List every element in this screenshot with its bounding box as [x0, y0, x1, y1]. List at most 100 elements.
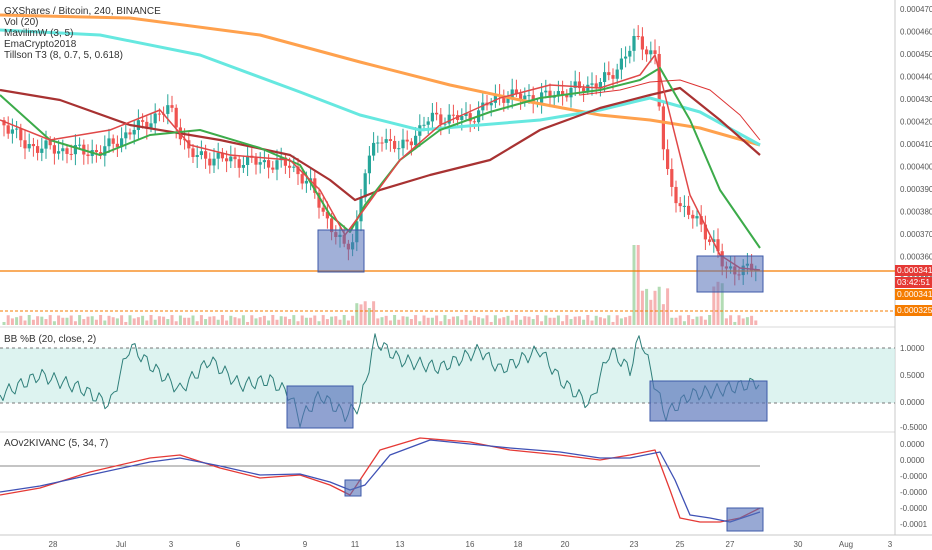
candle-body — [65, 148, 69, 154]
volume-bar — [78, 315, 82, 325]
volume-bar — [712, 286, 716, 325]
candle-body — [170, 105, 174, 108]
volume-bar — [246, 321, 250, 325]
candle-body — [674, 186, 678, 204]
candle-body — [166, 105, 170, 114]
volume-bar — [86, 316, 90, 325]
candle-body — [195, 155, 199, 158]
candle-body — [430, 112, 434, 122]
indicator-volume[interactable]: Vol (20) — [4, 17, 39, 28]
volume-bar — [57, 315, 61, 325]
ao-red-line — [0, 437, 761, 523]
volume-bar — [199, 315, 203, 325]
time-tick-label: 11 — [351, 540, 360, 549]
volume-bar — [472, 315, 476, 325]
volume-bar — [430, 317, 434, 325]
indicator-tillson[interactable]: Tillson T3 (8, 0.7, 5, 0.618) — [4, 50, 123, 61]
candle-body — [451, 114, 455, 116]
volume-bar — [720, 283, 724, 325]
volume-bar — [401, 316, 405, 325]
ao-tick-label: 0.0000 — [900, 456, 925, 465]
volume-bar — [393, 315, 397, 325]
candle-body — [565, 94, 569, 98]
chart-title: GXShares / Bitcoin, 240, BINANCE — [4, 6, 161, 17]
volume-bar — [162, 316, 166, 325]
candle-body — [27, 144, 31, 149]
volume-bar — [477, 317, 481, 325]
candle-body — [426, 121, 430, 125]
ao-tick-label: -0.0000 — [900, 504, 928, 513]
candle-body — [52, 145, 56, 154]
candle-body — [582, 88, 586, 92]
candle-body — [19, 128, 23, 141]
candle-body — [237, 159, 241, 168]
volume-bar — [523, 316, 527, 325]
candle-body — [649, 50, 653, 55]
candle-body — [632, 35, 636, 51]
volume-bar — [36, 316, 40, 325]
time-tick-label: 23 — [630, 540, 639, 549]
highlight-box — [286, 385, 354, 429]
volume-bar — [682, 321, 686, 325]
candle-body — [384, 139, 388, 143]
candle-body — [414, 135, 418, 146]
ao-blue-line — [0, 439, 761, 523]
volume-bar — [510, 320, 514, 325]
volume-bar — [615, 315, 619, 325]
volume-bar — [19, 315, 23, 325]
volume-bar — [653, 290, 657, 325]
volume-bar — [73, 321, 77, 325]
volume-bar — [271, 315, 275, 325]
candle-body — [397, 148, 401, 150]
candle-body — [527, 95, 531, 97]
bb-pane-title[interactable]: BB %B (20, close, 2) — [4, 334, 97, 345]
volume-bar — [376, 318, 380, 325]
indicator-mavilimw[interactable]: MavilimW (3, 5) — [4, 28, 74, 39]
candle-body — [409, 141, 413, 146]
volume-bar — [94, 319, 98, 325]
candle-body — [153, 113, 157, 124]
volume-bar — [527, 316, 531, 325]
candle-body — [107, 138, 111, 147]
volume-bar — [489, 321, 493, 325]
volume-bar — [384, 315, 388, 325]
volume-bar — [380, 317, 384, 325]
volume-bar — [65, 317, 69, 325]
volume-bar — [128, 315, 132, 325]
candle-body — [376, 142, 380, 144]
volume-bar — [699, 316, 703, 325]
candle-body — [573, 81, 577, 88]
volume-bar — [691, 319, 695, 325]
candle-body — [157, 113, 161, 115]
volume-bar — [535, 315, 539, 325]
candle-body — [57, 151, 61, 154]
volume-bar — [355, 303, 359, 325]
time-tick-label: 3 — [169, 540, 174, 549]
volume-bar — [561, 321, 565, 325]
candle-body — [48, 140, 52, 146]
ao-pane-title[interactable]: AOv2KIVANC (5, 34, 7) — [4, 438, 109, 449]
highlight-box — [726, 507, 764, 532]
volume-bar — [325, 319, 329, 325]
volume-bar — [233, 317, 237, 325]
ao-tick-label: -0.0000 — [900, 488, 928, 497]
candle-body — [296, 166, 300, 175]
candle-body — [561, 91, 565, 95]
volume-bar — [548, 317, 552, 325]
volume-bar — [183, 317, 187, 325]
candle-body — [523, 95, 527, 100]
volume-bar — [40, 316, 44, 325]
candle-body — [40, 148, 44, 153]
volume-bar — [414, 315, 418, 325]
volume-bar — [153, 319, 157, 325]
volume-bar — [15, 317, 19, 325]
volume-bar — [346, 320, 350, 325]
ma-line-cyan — [0, 28, 761, 147]
indicator-emacrypto[interactable]: EmaCrypto2018 — [4, 39, 77, 50]
volume-bar — [149, 315, 153, 325]
